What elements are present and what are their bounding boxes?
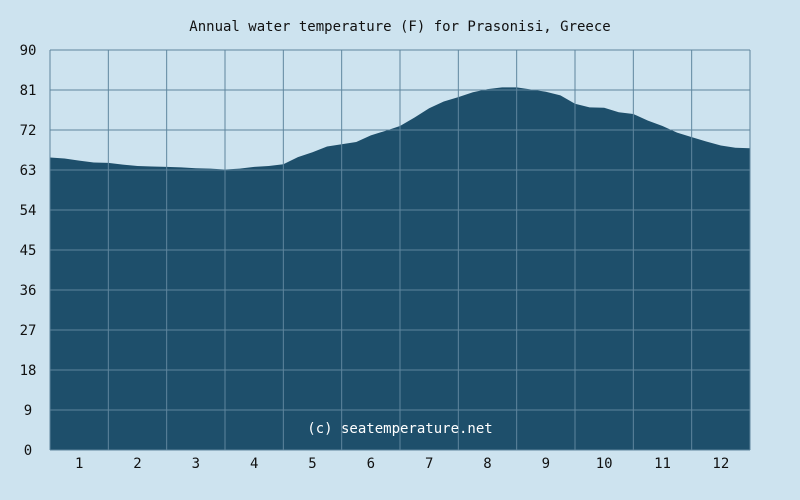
x-tick-label: 3 [192,456,200,472]
x-tick-label: 12 [712,456,729,472]
y-tick-label: 72 [20,123,37,139]
watermark-text: (c) seatemperature.net [307,421,492,437]
y-tick-label: 81 [20,83,37,99]
x-tick-label: 1 [75,456,83,472]
y-tick-label: 90 [20,43,37,59]
y-tick-label: 54 [20,203,37,219]
x-tick-label: 4 [250,456,258,472]
y-tick-label: 27 [20,323,37,339]
y-tick-label: 0 [24,443,32,459]
y-tick-label: 18 [20,363,37,379]
x-tick-label: 10 [596,456,613,472]
x-tick-label: 7 [425,456,433,472]
y-tick-label: 63 [20,163,37,179]
chart-title: Annual water temperature (F) for Prasoni… [189,19,611,35]
y-tick-label: 45 [20,243,37,259]
y-tick-label: 9 [24,403,32,419]
x-tick-label: 11 [654,456,671,472]
x-tick-label: 2 [133,456,141,472]
y-tick-label: 36 [20,283,37,299]
x-tick-label: 8 [483,456,491,472]
x-tick-label: 5 [308,456,316,472]
x-tick-label: 9 [542,456,550,472]
x-tick-label: 6 [367,456,375,472]
